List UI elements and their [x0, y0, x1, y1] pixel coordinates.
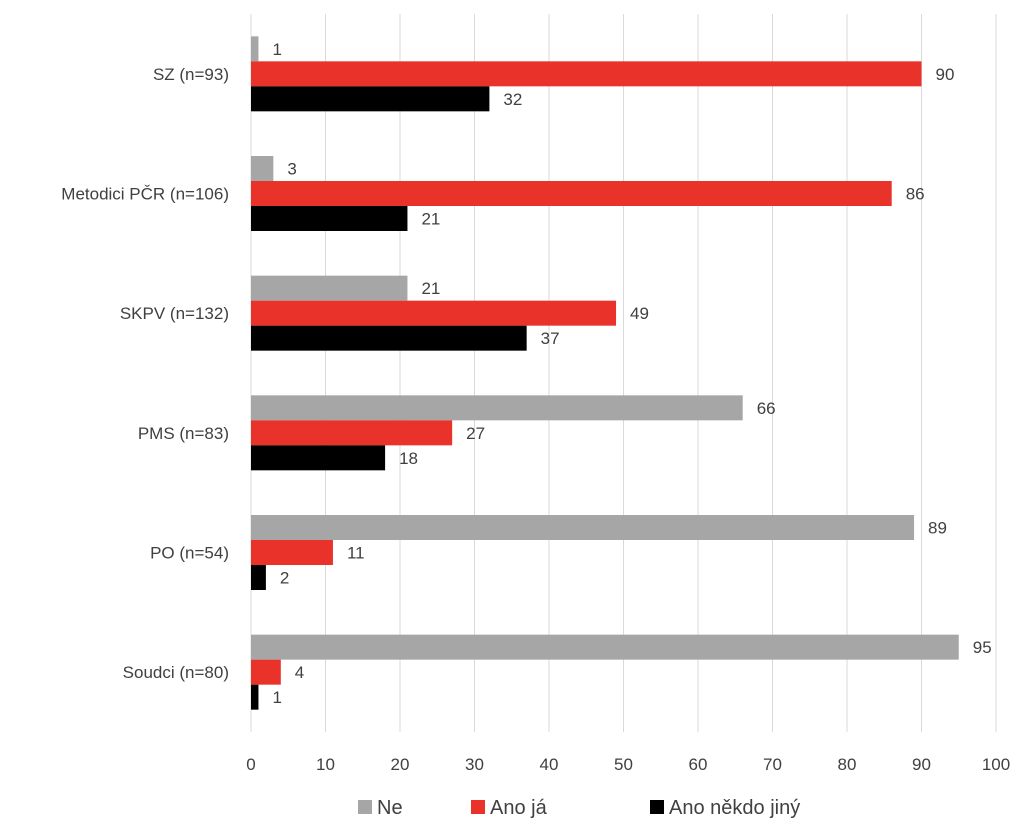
legend-swatch — [650, 800, 664, 814]
legend-swatch — [358, 800, 372, 814]
data-label: 1 — [272, 688, 281, 707]
legend-swatch — [471, 800, 485, 814]
bar — [251, 515, 915, 540]
data-label: 86 — [906, 185, 925, 204]
x-tick-label: 40 — [540, 755, 559, 774]
x-tick-label: 60 — [689, 755, 708, 774]
data-label: 18 — [399, 449, 418, 468]
legend-label: Ano já — [490, 797, 548, 819]
x-tick-label: 100 — [982, 755, 1010, 774]
category-label: Metodici PČR (n=106) — [61, 185, 229, 204]
bar — [251, 300, 617, 326]
data-label: 90 — [936, 65, 955, 84]
data-label: 32 — [503, 90, 522, 109]
category-label: SZ (n=93) — [153, 65, 229, 84]
bar — [251, 61, 922, 87]
bar — [251, 86, 490, 112]
category-label: SKPV (n=132) — [120, 304, 229, 323]
bar — [251, 540, 333, 565]
category-axis: SZ (n=93) Metodici PČR (n=106) SKPV (n=132… — [61, 65, 229, 682]
data-label: 37 — [541, 329, 560, 348]
data-label: 95 — [973, 638, 992, 657]
bar — [251, 181, 892, 206]
bar — [251, 206, 408, 231]
data-label: 2 — [280, 569, 289, 588]
bar — [251, 420, 453, 446]
bar — [251, 395, 743, 421]
bar — [251, 659, 281, 685]
bars — [251, 36, 959, 710]
x-tick-label: 20 — [391, 755, 410, 774]
x-tick-label: 70 — [763, 755, 782, 774]
x-tick-label: 50 — [614, 755, 633, 774]
data-label: 3 — [287, 160, 296, 179]
x-tick-label: 10 — [316, 755, 335, 774]
data-label: 27 — [466, 424, 485, 443]
category-label: Soudci (n=80) — [123, 663, 229, 682]
data-label: 11 — [347, 544, 365, 563]
legend-label: Ano někdo jiný — [669, 797, 800, 819]
data-label: 49 — [630, 304, 649, 323]
bar — [251, 36, 259, 62]
data-label: 4 — [295, 663, 304, 682]
bar — [251, 565, 266, 590]
x-tick-label: 30 — [465, 755, 484, 774]
category-label: PMS (n=83) — [138, 424, 229, 443]
data-label: 21 — [421, 279, 440, 298]
legend-label: Ne — [377, 797, 403, 819]
legend: Ne Ano já Ano někdo jiný — [358, 797, 800, 819]
data-label: 21 — [421, 210, 440, 229]
value-axis: 0 10 20 30 40 50 60 70 80 90 100 — [246, 755, 1010, 774]
bar — [251, 445, 386, 471]
bar — [251, 156, 274, 181]
data-label: 66 — [757, 399, 776, 418]
x-tick-label: 90 — [912, 755, 931, 774]
bar — [251, 275, 408, 301]
bar — [251, 325, 527, 351]
gridlines — [250, 14, 997, 732]
x-tick-label: 80 — [838, 755, 857, 774]
category-label: PO (n=54) — [150, 544, 229, 563]
bar — [251, 634, 959, 660]
x-tick-label: 0 — [246, 755, 255, 774]
data-label: 89 — [928, 519, 947, 538]
data-label: 1 — [272, 40, 281, 59]
bar — [251, 684, 259, 710]
